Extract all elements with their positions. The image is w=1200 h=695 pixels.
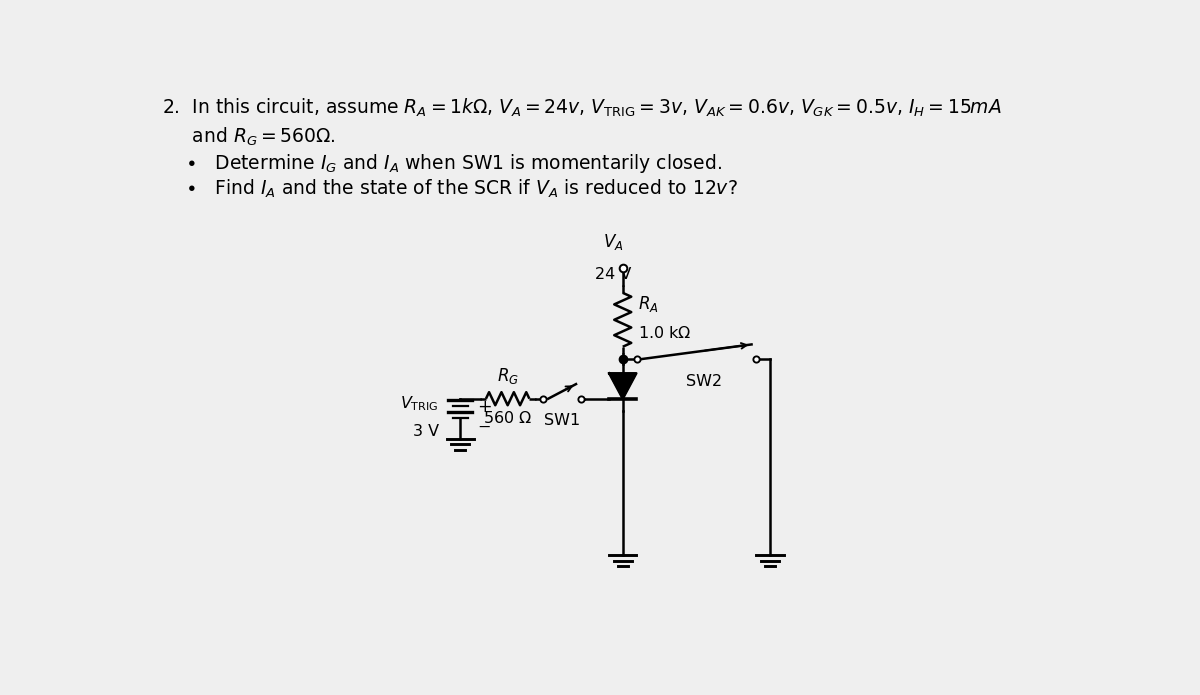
Text: 3 V: 3 V (413, 424, 439, 439)
Text: $\bullet$   Determine $I_G$ and $I_A$ when SW1 is momentarily closed.: $\bullet$ Determine $I_G$ and $I_A$ when… (185, 152, 721, 175)
Text: 24 V: 24 V (595, 267, 631, 281)
Text: $V_A$: $V_A$ (604, 232, 624, 252)
Text: $R_A$: $R_A$ (638, 295, 659, 314)
Text: 560 $\Omega$: 560 $\Omega$ (484, 410, 533, 426)
Text: $\bullet$   Find $I_A$ and the state of the SCR if $V_A$ is reduced to $12v$?: $\bullet$ Find $I_A$ and the state of th… (185, 178, 738, 200)
Text: and $R_G = 560\Omega$.: and $R_G = 560\Omega$. (162, 126, 336, 148)
Text: $V_{\mathrm{TRIG}}$: $V_{\mathrm{TRIG}}$ (400, 395, 439, 414)
Text: $R_G$: $R_G$ (497, 366, 518, 386)
Text: SW2: SW2 (686, 375, 722, 389)
Text: $-$: $-$ (478, 419, 491, 434)
Text: SW1: SW1 (544, 414, 580, 428)
Text: +: + (478, 398, 492, 416)
Text: 2.  In this circuit, assume $R_A = 1k\Omega$, $V_A = 24v$, $V_{\mathrm{TRIG}} = : 2. In this circuit, assume $R_A = 1k\Ome… (162, 97, 1001, 119)
Polygon shape (610, 373, 636, 399)
Text: 1.0 k$\Omega$: 1.0 k$\Omega$ (638, 325, 691, 341)
